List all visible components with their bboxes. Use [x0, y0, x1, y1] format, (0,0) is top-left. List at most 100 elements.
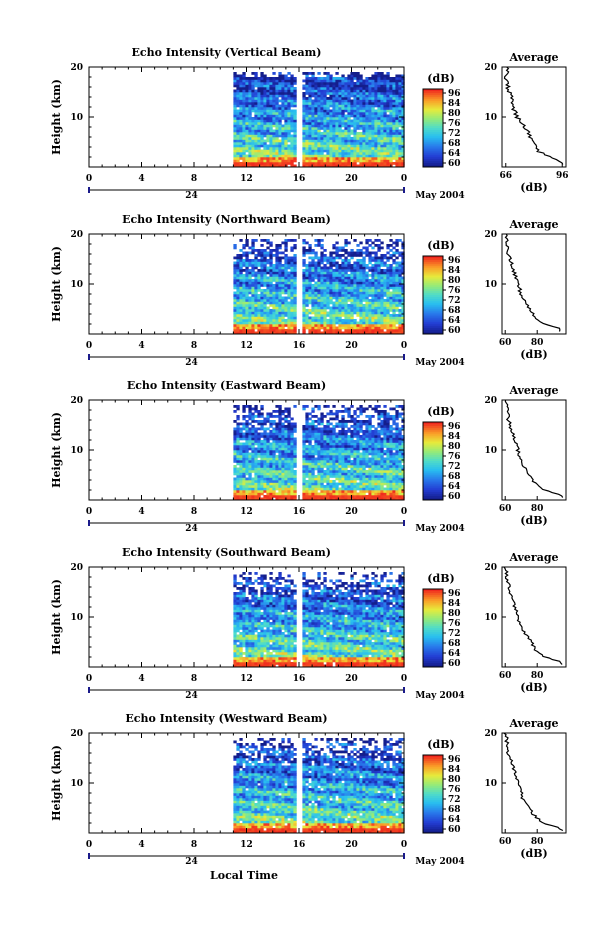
heatmap-cell [251, 488, 254, 491]
heatmap-cell [350, 120, 353, 123]
heatmap-cell [365, 125, 368, 128]
heatmap-cell [281, 162, 284, 165]
heatmap-cell [272, 329, 275, 332]
heatmap-cell [245, 465, 248, 468]
heatmap-cell [374, 127, 377, 130]
heatmap-cell [278, 317, 281, 320]
heatmap-cell [353, 252, 356, 255]
heatmap-cell [356, 77, 359, 80]
heatmap-cell [269, 90, 272, 93]
heatmap-cell [272, 120, 275, 123]
heatmap-cell [365, 105, 368, 108]
heatmap-cell [311, 147, 314, 150]
heatmap-cell [284, 80, 287, 83]
heatmap-cell [368, 252, 371, 255]
heatmap-cell [395, 140, 398, 143]
heatmap-cell [236, 279, 239, 282]
heatmap-cell [257, 277, 260, 280]
heatmap-cell [272, 485, 275, 488]
heatmap-cell [311, 140, 314, 143]
heatmap-cell [242, 410, 245, 413]
heatmap-cell [365, 322, 368, 325]
heatmap-cell [314, 137, 317, 140]
heatmap-cell [308, 264, 311, 267]
heatmap-cell [275, 297, 278, 300]
heatmap-cell [272, 415, 275, 418]
heatmap-cell [383, 125, 386, 128]
heatmap-cell [305, 493, 308, 496]
heatmap-cell [287, 312, 290, 315]
heatmap-cell [254, 312, 257, 315]
heatmap-cell [263, 468, 266, 471]
heatmap-cell [302, 480, 305, 483]
heatmap-cell [323, 319, 326, 322]
heatmap-cell [290, 274, 293, 277]
heatmap-cell [278, 282, 281, 285]
heatmap-cell [320, 162, 323, 165]
heatmap-cell [395, 120, 398, 123]
heatmap-cell [395, 327, 398, 330]
heatmap-cell [359, 312, 362, 315]
heatmap-cell [242, 284, 245, 287]
heatmap-cell [374, 274, 377, 277]
heatmap-cell [275, 262, 278, 265]
heatmap-cell [377, 262, 380, 265]
heatmap-cell [245, 92, 248, 95]
heatmap-cell [290, 249, 293, 252]
heatmap-cell [317, 493, 320, 496]
heatmap-cell [248, 117, 251, 120]
heatmap-cell [257, 259, 260, 262]
heatmap-cell [302, 262, 305, 265]
heatmap-cell [251, 122, 254, 125]
heatmap-cell [323, 82, 326, 85]
heatmap-cell [266, 324, 269, 327]
heatmap-cell [362, 92, 365, 95]
heatmap-cell [308, 132, 311, 135]
heatmap-cell [266, 100, 269, 103]
heatmap-cell [368, 152, 371, 155]
heatmap-cell [359, 292, 362, 295]
heatmap-cell [266, 493, 269, 496]
heatmap-cell [332, 85, 335, 88]
heatmap-cell [281, 125, 284, 128]
heatmap-cell [260, 405, 263, 408]
heatmap-cell [329, 97, 332, 100]
heatmap-cell [263, 130, 266, 133]
heatmap-cell [356, 284, 359, 287]
heatmap-cell [293, 105, 296, 108]
heatmap-cell [269, 314, 272, 317]
heatmap-cell [347, 85, 350, 88]
heatmap-cell [269, 122, 272, 125]
heatmap-cell [260, 100, 263, 103]
heatmap-cell [389, 162, 392, 165]
heatmap-cell [233, 490, 236, 493]
heatmap-cell [239, 112, 242, 115]
heatmap-cell [353, 125, 356, 128]
heatmap-cell [329, 282, 332, 285]
heatmap-cell [320, 302, 323, 305]
heatmap-cell [239, 147, 242, 150]
heatmap-cell [239, 125, 242, 128]
heatmap-cell [311, 304, 314, 307]
heatmap-cell [326, 147, 329, 150]
heatmap-cell [284, 267, 287, 270]
heatmap-cell [293, 460, 296, 463]
heatmap-cell [383, 312, 386, 315]
heatmap-cell [245, 463, 248, 466]
heatmap-cell [371, 102, 374, 105]
heatmap-cell [287, 433, 290, 436]
heatmap-cell [239, 284, 242, 287]
heatmap-cell [305, 137, 308, 140]
heatmap-cell [242, 485, 245, 488]
heatmap-cell [356, 87, 359, 90]
heatmap-cell [341, 92, 344, 95]
heatmap-cell [383, 324, 386, 327]
heatmap-cell [392, 322, 395, 325]
heatmap-cell [392, 252, 395, 255]
heatmap-cell [344, 317, 347, 320]
heatmap-cell [392, 299, 395, 302]
heatmap-cell [257, 465, 260, 468]
heatmap-cell [257, 162, 260, 165]
heatmap-cell [314, 155, 317, 158]
heatmap-cell [242, 107, 245, 110]
